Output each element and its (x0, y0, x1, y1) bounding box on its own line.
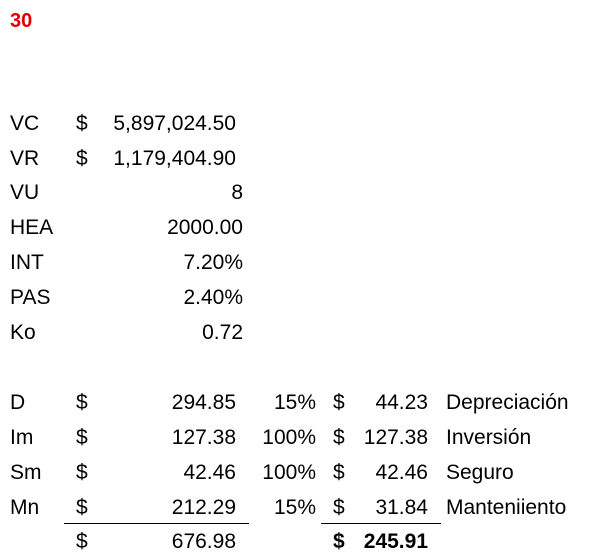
cost-description: Manteniiento (446, 496, 567, 519)
result-currency: $ (333, 391, 345, 414)
param-label-hea: HEA (10, 216, 54, 239)
result-currency: $ (333, 496, 345, 519)
param-currency-vr: $ (76, 147, 88, 170)
cost-percent: 100% (262, 426, 316, 449)
cost-currency: $ (76, 391, 88, 414)
total-currency: $ (76, 530, 88, 553)
cost-currency: $ (76, 496, 88, 519)
cost-currency: $ (76, 426, 88, 449)
cost-description: Inversión (446, 426, 532, 449)
cost-percent: 15% (273, 496, 316, 519)
cost-amount: 42.46 (183, 461, 236, 484)
param-value-vu: 8 (231, 181, 243, 204)
param-label-int: INT (10, 251, 44, 274)
param-label-vc: VC (10, 112, 40, 135)
param-label-ko: Ko (10, 321, 36, 344)
param-value-int: 7.20% (183, 251, 243, 274)
total-result: 245.91 (363, 530, 428, 553)
param-value-ko: 0.72 (202, 321, 243, 344)
sheet-title: 30 (10, 10, 33, 32)
param-value-vr: 1,179,404.90 (113, 147, 236, 170)
total-result-currency: $ (333, 530, 345, 553)
param-label-vr: VR (10, 147, 40, 170)
cost-label-sm: Sm (10, 461, 42, 484)
cost-result: 31.84 (375, 496, 428, 519)
cost-percent: 15% (273, 391, 316, 414)
cost-percent: 100% (262, 461, 316, 484)
cost-description: Seguro (446, 461, 514, 484)
cost-result: 42.46 (375, 461, 428, 484)
cost-amount: 294.85 (171, 391, 236, 414)
subtotal-line-amount (64, 523, 249, 524)
cost-currency: $ (76, 461, 88, 484)
cost-result: 127.38 (363, 426, 428, 449)
param-value-hea: 2000.00 (167, 216, 243, 239)
subtotal-line-result (321, 523, 441, 524)
cost-amount: 212.29 (171, 496, 236, 519)
param-label-pas: PAS (10, 286, 51, 309)
cost-result: 44.23 (375, 391, 428, 414)
cost-description: Depreciación (446, 391, 569, 414)
result-currency: $ (333, 426, 345, 449)
param-label-vu: VU (10, 181, 40, 204)
cost-label-d: D (10, 391, 26, 414)
result-currency: $ (333, 461, 345, 484)
param-value-pas: 2.40% (183, 286, 243, 309)
param-currency-vc: $ (76, 112, 88, 135)
cost-label-im: Im (10, 426, 34, 449)
cost-amount: 127.38 (171, 426, 236, 449)
total-amount: 676.98 (171, 530, 236, 553)
cost-label-mn: Mn (10, 496, 40, 519)
param-value-vc: 5,897,024.50 (113, 112, 236, 135)
